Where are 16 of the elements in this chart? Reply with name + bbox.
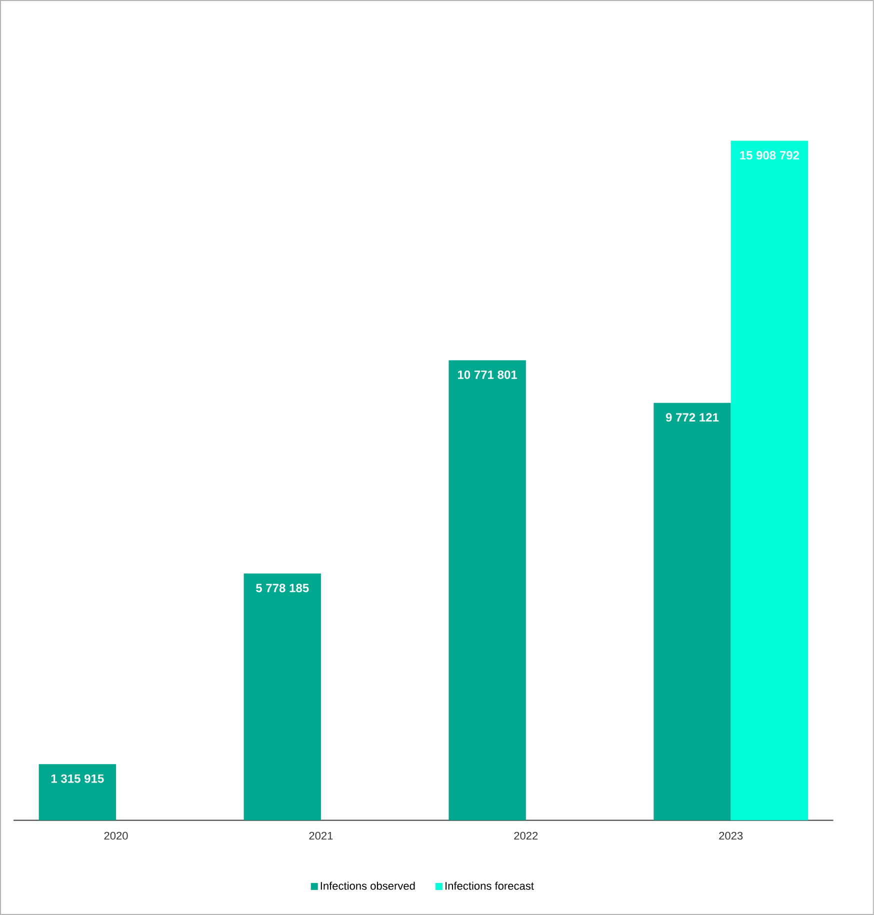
bar (244, 573, 322, 820)
data-label: 9 772 121 (666, 413, 719, 422)
bar (730, 140, 808, 820)
x-tick-label: 2020 (104, 832, 128, 840)
data-label: 15 908 792 (740, 151, 800, 160)
bar (448, 360, 526, 820)
legend-label: Infections observed (320, 882, 415, 890)
bar (38, 764, 116, 820)
data-label: 5 778 185 (256, 584, 309, 592)
data-label: 1 315 915 (51, 774, 104, 783)
data-label: 10 771 801 (458, 370, 518, 379)
bar (654, 402, 731, 820)
x-tick-label: 2021 (309, 832, 333, 840)
legend-label: Infections forecast (446, 882, 534, 890)
x-tick-label: 2023 (719, 832, 743, 840)
x-tick-label: 2022 (514, 832, 538, 840)
